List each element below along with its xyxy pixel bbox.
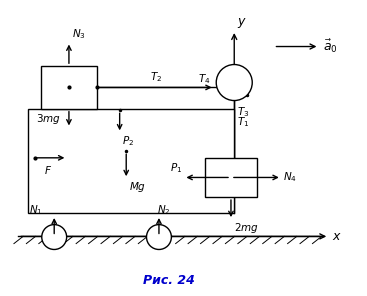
Circle shape <box>146 225 171 250</box>
Text: $2mg$: $2mg$ <box>234 221 259 235</box>
Text: Рис. 24: Рис. 24 <box>143 274 195 287</box>
Text: $T_2$: $T_2$ <box>150 70 163 84</box>
Circle shape <box>216 65 252 101</box>
Text: $Mg$: $Mg$ <box>129 180 146 194</box>
Text: x: x <box>333 230 340 243</box>
Text: $T_1$: $T_1$ <box>237 115 249 129</box>
Text: $P_1$: $P_1$ <box>170 161 182 175</box>
Text: $F$: $F$ <box>44 164 52 176</box>
Text: $N_4$: $N_4$ <box>283 170 297 184</box>
Bar <box>205 158 257 197</box>
Text: $N_1$: $N_1$ <box>29 203 43 217</box>
Text: $N_3$: $N_3$ <box>72 27 86 41</box>
Text: $T_3$: $T_3$ <box>237 105 249 119</box>
Text: y: y <box>237 15 244 28</box>
Text: $T_4$: $T_4$ <box>198 72 211 86</box>
Text: $P_2$: $P_2$ <box>122 134 134 148</box>
Text: $3mg$: $3mg$ <box>36 112 61 126</box>
Bar <box>28 109 234 213</box>
Text: $N_2$: $N_2$ <box>157 203 171 217</box>
Text: $\vec{a}_0$: $\vec{a}_0$ <box>323 38 337 55</box>
Bar <box>41 66 97 109</box>
Circle shape <box>42 225 67 250</box>
